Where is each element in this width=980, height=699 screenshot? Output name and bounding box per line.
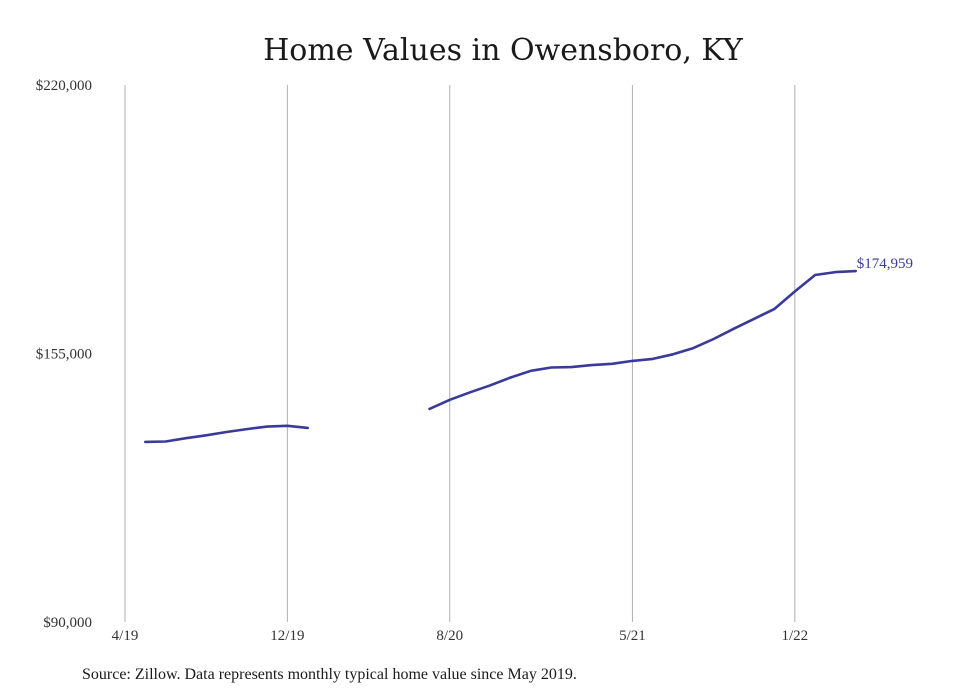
x-tick-label: 4/19 — [112, 628, 139, 644]
y-axis-ticks: $90,000 $155,000 $220,000 — [36, 78, 92, 631]
x-tick-label: 12/19 — [270, 628, 304, 644]
source-note: Source: Zillow. Data represents monthly … — [82, 666, 577, 683]
vertical-gridlines — [124, 85, 796, 622]
series-lines — [144, 269, 858, 444]
x-tick-label: 5/21 — [619, 628, 646, 644]
end-value-label: $174,959 — [857, 256, 913, 272]
y-tick-label: $155,000 — [36, 347, 92, 363]
chart-title: Home Values in Owensboro, KY — [263, 33, 744, 68]
home-values-chart: Home Values in Owensboro, KY $90,000 $155… — [36, 33, 913, 644]
series-line-segment-2 — [428, 269, 858, 411]
x-tick-label: 8/20 — [436, 628, 463, 644]
series-line-segment-1 — [144, 424, 310, 444]
y-tick-label: $220,000 — [36, 78, 92, 94]
x-axis-ticks: 4/19 12/19 8/20 5/21 1/22 — [112, 628, 808, 644]
y-tick-label: $90,000 — [43, 615, 92, 631]
x-tick-label: 1/22 — [781, 628, 808, 644]
